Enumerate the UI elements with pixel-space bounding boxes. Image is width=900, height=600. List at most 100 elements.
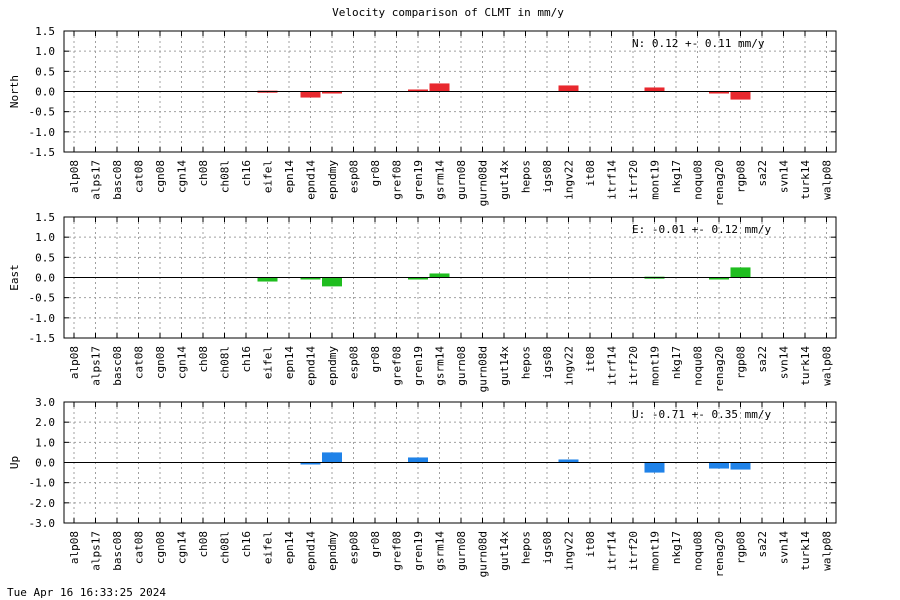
panel-north-ylabel: North bbox=[8, 75, 21, 108]
panel-east-bar-epnd14 bbox=[300, 277, 321, 280]
panel-north-xtick-label: cgn08 bbox=[154, 160, 167, 193]
panel-north-ytick-label: -1.0 bbox=[29, 126, 56, 139]
panel-up-xtick-label: cgn08 bbox=[154, 531, 167, 564]
panel-east-xtick-label: basc08 bbox=[111, 346, 124, 386]
panel-north-xtick-label: eifel bbox=[262, 160, 275, 193]
panel-east-bar-gsrm14 bbox=[429, 273, 450, 278]
panel-east-xtick-label: hepos bbox=[520, 346, 533, 379]
panel-north-bar-epndmy bbox=[322, 91, 342, 94]
panel-up-xtick-label: hepos bbox=[520, 531, 533, 564]
panel-up-xtick-label: sa22 bbox=[756, 531, 769, 558]
panel-north-xtick-label: svn14 bbox=[778, 160, 791, 193]
panel-east-xtick-label: alp08 bbox=[68, 346, 81, 379]
panel-east-xtick-label: igs08 bbox=[541, 346, 554, 379]
panel-north-xtick-label: epnd14 bbox=[305, 160, 318, 200]
panel-east-bar-gren19 bbox=[408, 277, 428, 280]
panel-east-xtick-label: ch08 bbox=[197, 346, 210, 373]
panel-east-xtick-label: gurn08 bbox=[455, 346, 468, 386]
panel-north-xtick-label: ch08 bbox=[197, 160, 210, 187]
panel-north-bar-ingv22 bbox=[558, 85, 579, 92]
panel-east-xtick-label: itrf14 bbox=[606, 346, 619, 386]
panel-east-bar-eifel bbox=[257, 277, 278, 282]
panel-up-xtick-label: gren19 bbox=[412, 531, 425, 571]
panel-east-xtick-label: cgn08 bbox=[154, 346, 167, 379]
panel-north-xtick-label: noqu08 bbox=[692, 160, 705, 200]
panel-east-ytick-label: -1.0 bbox=[29, 312, 56, 325]
panel-up-xtick-label: it08 bbox=[584, 531, 597, 558]
panel-north-xtick-label: igs08 bbox=[541, 160, 554, 193]
panel-north-bar-gsrm14 bbox=[429, 83, 450, 92]
panel-east-xtick-label: gut14x bbox=[498, 346, 511, 386]
timestamp-footer: Tue Apr 16 16:33:25 2024 bbox=[7, 586, 166, 599]
panel-north-bar-epnd14 bbox=[300, 91, 321, 98]
panel-east-xtick-label: cat08 bbox=[133, 346, 146, 379]
panel-up-xtick-label: noqu08 bbox=[692, 531, 705, 571]
panel-up-xtick-label: igs08 bbox=[541, 531, 554, 564]
panel-east-xtick-label: ch16 bbox=[240, 346, 253, 373]
panel-up-xtick-label: gut14x bbox=[498, 531, 511, 571]
panel-east-xtick-label: walp08 bbox=[821, 346, 834, 386]
panel-east-ylabel: East bbox=[8, 264, 21, 291]
panel-east-xtick-label: gr08 bbox=[369, 346, 382, 373]
panel-east-bar-rgp08 bbox=[730, 267, 751, 278]
panel-east-xtick-label: eifel bbox=[262, 346, 275, 379]
panel-north-bar-renag20 bbox=[709, 91, 729, 94]
panel-up-xtick-label: eifel bbox=[262, 531, 275, 564]
panel-east-xtick-label: ingv22 bbox=[563, 346, 576, 386]
panel-east-ytick-label: -1.5 bbox=[29, 332, 56, 345]
panel-north-ytick-label: 0.5 bbox=[35, 65, 55, 78]
panel-up-bar-renag20 bbox=[709, 462, 729, 469]
panel-up-ytick-label: -3.0 bbox=[29, 517, 56, 530]
panel-up-xtick-label: basc08 bbox=[111, 531, 124, 571]
panel-east-xtick-label: alps17 bbox=[90, 346, 103, 386]
panel-up-bar-epndmy bbox=[322, 452, 342, 463]
panel-north-xtick-label: alps17 bbox=[90, 160, 103, 200]
panel-up-xtick-label: ch08l bbox=[219, 531, 232, 564]
panel-north-xtick-label: hepos bbox=[520, 160, 533, 193]
panel-north-xtick-label: gurn08d bbox=[477, 160, 490, 206]
panel-east-xtick-label: nkg17 bbox=[670, 346, 683, 379]
panel-north-bar-mont19 bbox=[644, 87, 665, 92]
panel-up-xtick-label: rgp08 bbox=[735, 531, 748, 564]
panel-up-xtick-label: itrf20 bbox=[627, 531, 640, 571]
panel-north-xtick-label: basc08 bbox=[111, 160, 124, 200]
panel-east-xtick-label: svn14 bbox=[778, 346, 791, 379]
panel-east-ytick-label: 1.0 bbox=[35, 231, 55, 244]
panel-north-bar-gren19 bbox=[408, 89, 428, 92]
panel-north-xtick-label: itrf14 bbox=[606, 160, 619, 200]
panel-up-xtick-label: ingv22 bbox=[563, 531, 576, 571]
panel-east-bar-renag20 bbox=[709, 277, 729, 280]
panel-east-xtick-label: cgn14 bbox=[176, 346, 189, 379]
panel-north-xtick-label: sa22 bbox=[756, 160, 769, 187]
panel-up-xtick-label: alp08 bbox=[68, 531, 81, 564]
panel-up-xtick-label: epnd14 bbox=[305, 531, 318, 571]
panel-up-bar-rgp08 bbox=[730, 462, 751, 470]
panel-north-xtick-label: epn14 bbox=[283, 160, 296, 193]
panel-east-xtick-label: epn14 bbox=[283, 346, 296, 379]
panel-east-xtick-label: it08 bbox=[584, 346, 597, 373]
panel-up-xtick-label: mont19 bbox=[649, 531, 662, 571]
panel-north-xtick-label: renag20 bbox=[713, 160, 726, 206]
panel-up-ytick-label: 0.0 bbox=[35, 457, 55, 470]
panel-north-xtick-label: ch08l bbox=[219, 160, 232, 193]
panel-up-xtick-label: cat08 bbox=[133, 531, 146, 564]
panel-up-bar-mont19 bbox=[644, 462, 665, 473]
panel-north-ytick-label: -1.5 bbox=[29, 146, 56, 159]
panel-east-xtick-label: gsrm14 bbox=[434, 346, 447, 386]
panel-up-bar-ingv22 bbox=[558, 459, 579, 463]
panel-east-ytick-label: 0.5 bbox=[35, 251, 55, 264]
panel-north-annotation: N: 0.12 +- 0.11 mm/y bbox=[632, 37, 765, 50]
panel-up-bar-epnd14 bbox=[300, 462, 321, 465]
panel-north-xtick-label: mont19 bbox=[649, 160, 662, 200]
panel-north-xtick-label: cat08 bbox=[133, 160, 146, 193]
panel-north-xtick-label: turk14 bbox=[799, 160, 812, 200]
panel-east-ytick-label: 1.5 bbox=[35, 211, 55, 224]
panel-up-xtick-label: gsrm14 bbox=[434, 531, 447, 571]
panel-up-frame bbox=[63, 401, 837, 524]
panel-east-xtick-label: epnd14 bbox=[305, 346, 318, 386]
panel-east-ytick-label: 0.0 bbox=[35, 272, 55, 285]
panel-east-xtick-label: gurn08d bbox=[477, 346, 490, 392]
panel-east-xtick-label: mont19 bbox=[649, 346, 662, 386]
panel-up-xtick-label: gref08 bbox=[391, 531, 404, 571]
